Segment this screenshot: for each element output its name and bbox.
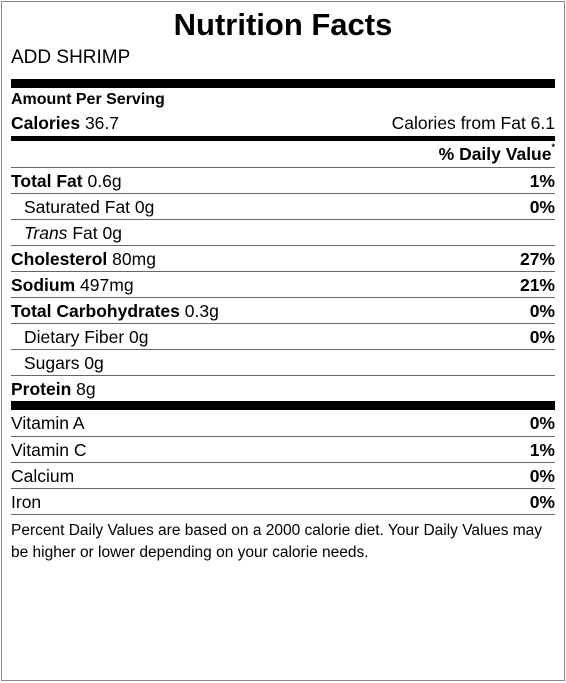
nutrient-label: Total Carbohydrates	[11, 300, 180, 321]
calories-row: Calories 36.7 Calories from Fat 6.1	[11, 110, 555, 136]
nutrient-dv: 0%	[529, 196, 555, 217]
nutrient-label: Fat	[72, 222, 98, 243]
thick-divider	[11, 79, 555, 88]
nutrient-label: Protein	[11, 378, 72, 399]
vitamin-dv: 0%	[529, 413, 555, 433]
vitamin-label: Calcium	[11, 465, 75, 486]
nutrient-amount: 0g	[102, 222, 122, 243]
vitamin-label: Vitamin C	[11, 439, 87, 460]
nutrient-label: Total Fat	[11, 170, 83, 191]
calories-from-fat: Calories from Fat 6.1	[391, 113, 555, 133]
calories-label: Calories	[11, 113, 81, 133]
vitamin-dv: 1%	[529, 439, 555, 460]
nutrient-row-cholesterol: Cholesterol 80mg 27%	[11, 245, 555, 271]
vitamin-label: Iron	[11, 491, 42, 512]
nutrient-dv: 1%	[529, 170, 555, 191]
nutrient-amount: 80mg	[112, 248, 156, 269]
calories-value: 36.7	[84, 113, 119, 133]
nutrient-amount: 497mg	[80, 274, 134, 295]
vitamin-row-calcium: Calcium 0%	[11, 462, 555, 488]
nutrient-dv: 0%	[529, 300, 555, 321]
nutrient-dv: 21%	[519, 274, 555, 295]
daily-value-header: % Daily Value*	[11, 141, 555, 167]
nutrient-amount: 0g	[129, 326, 149, 347]
vitamin-label: Vitamin A	[11, 413, 85, 433]
nutrient-dv: 27%	[519, 248, 555, 269]
nutrient-row-sugars: Sugars 0g	[11, 349, 555, 375]
nutrient-row-trans-fat: Trans Fat 0g	[11, 219, 555, 245]
nutrient-row-saturated-fat: Saturated Fat 0g 0%	[11, 193, 555, 219]
nutrient-amount: 0g	[134, 196, 155, 217]
nutrient-row-sodium: Sodium 497mg 21%	[11, 271, 555, 297]
vitamin-row-vitamin-c: Vitamin C 1%	[11, 436, 555, 462]
nutrient-amount: 0.3g	[184, 300, 219, 321]
vitamin-row-vitamin-a: Vitamin A 0%	[11, 410, 555, 436]
vitamin-dv: 0%	[529, 491, 555, 512]
daily-value-title: % Daily Value	[438, 144, 552, 164]
nutrient-label-italic: Trans	[24, 222, 68, 243]
thick-divider	[11, 401, 555, 410]
vitamin-dv: 0%	[529, 465, 555, 486]
nutrient-row-total-fat: Total Fat 0.6g 1%	[11, 167, 555, 193]
nutrient-amount: 0g	[84, 352, 104, 373]
nutrient-row-protein: Protein 8g	[11, 375, 555, 401]
medium-divider	[11, 136, 555, 141]
nutrient-label: Cholesterol	[11, 248, 108, 269]
nutrient-dv: 0%	[529, 326, 555, 347]
nutrient-row-dietary-fiber: Dietary Fiber 0g 0%	[11, 323, 555, 349]
daily-value-asterisk: *	[551, 142, 555, 152]
vitamin-row-iron: Iron 0%	[11, 488, 555, 514]
amount-per-serving: Amount Per Serving	[11, 91, 165, 108]
label-title: Nutrition Facts	[173, 7, 393, 42]
nutrient-label: Saturated Fat	[24, 196, 131, 217]
nutrient-row-total-carbohydrates: Total Carbohydrates 0.3g 0%	[11, 297, 555, 323]
nutrient-amount: 0.6g	[87, 170, 122, 191]
food-name: ADD SHRIMP	[11, 47, 131, 68]
nutrient-label: Sodium	[11, 274, 76, 295]
nutrient-amount: 8g	[76, 378, 96, 399]
nutrient-label: Sugars	[24, 352, 80, 373]
nutrient-label: Dietary Fiber	[24, 326, 125, 347]
daily-value-footnote: Percent Daily Values are based on a 2000…	[11, 514, 555, 564]
